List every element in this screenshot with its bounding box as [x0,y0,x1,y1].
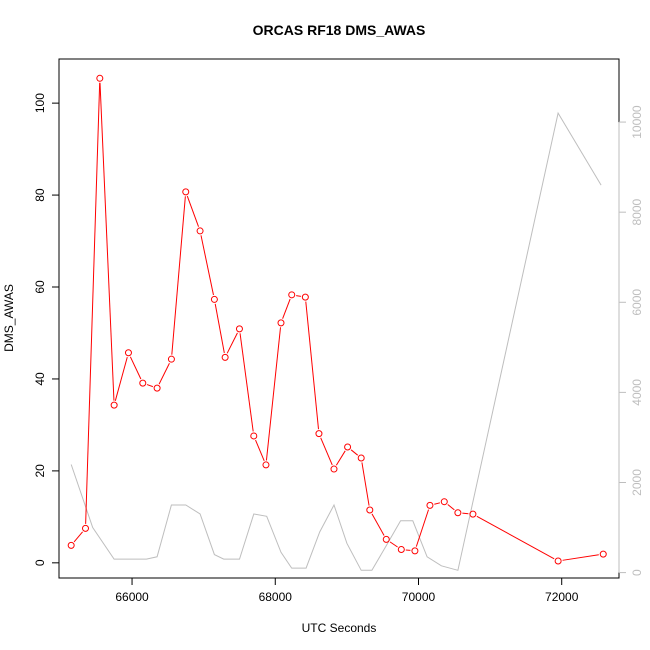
series-left-segment [305,301,320,430]
series-left-point [599,550,607,558]
series-left-segment [99,82,115,401]
series-left-point [301,293,309,301]
series-left-point [182,188,190,196]
y2-axis: 0 2000 4000 6000 8000 10000 [618,105,644,576]
series-left-point [288,291,296,299]
series-left-segment [265,327,282,461]
x-tick-label: 68000 [259,590,293,604]
series-left-segment [350,449,359,456]
y-tick-label: 80 [33,188,47,202]
series-left-segment [361,462,370,506]
y2-tick-label: 0 [630,569,644,576]
series-left-segment [85,82,101,524]
series-left-segment [389,541,398,548]
series-left-point [315,430,323,438]
series-left-point [277,319,285,327]
y2-tick-label: 10000 [630,105,644,139]
series-left-point [210,295,218,303]
y-tick-label: 40 [33,372,47,386]
series-left-point [67,541,75,549]
series-left-segment [186,195,199,227]
series-left-segment [447,504,455,511]
series-left-segment [226,332,238,354]
chart-title: ORCAS RF18 DMS_AWAS [253,22,426,38]
series-left-segment [320,437,333,466]
y-tick-label: 60 [33,280,47,294]
series-left-point [397,545,405,553]
series-left-point [124,349,132,357]
series-left-point [426,501,434,509]
series-right-axis [70,111,602,571]
x-tick-label: 72000 [545,590,579,604]
series-left-segment [562,554,599,561]
series-left-point [139,379,147,387]
series-left-point [153,384,161,392]
y-axis: 0 20 40 60 80 100 [33,93,60,566]
series-left-point [330,465,338,473]
y-axis-label: DMS_AWAS [2,284,16,352]
series-left-segment [335,450,346,466]
series-left-point [357,454,365,462]
y2-tick-label: 2000 [630,469,644,496]
y-tick-label: 20 [33,464,47,478]
series-left-point [235,325,243,333]
series-left-segment [129,356,142,380]
x-tick-label: 66000 [115,590,149,604]
series-left-point [366,506,374,514]
y-tick-label: 0 [33,559,47,566]
series-left-point [221,353,229,361]
plot-frame [58,58,620,579]
series-left-axis [67,74,607,565]
series-left-segment [415,509,430,547]
series-left-segment [296,295,301,297]
series-left-segment [73,531,83,543]
x-tick-label: 70000 [402,590,436,604]
series-right-line [70,111,602,571]
series-left-point [344,443,352,451]
series-left-point [262,461,270,469]
series-left-point [469,510,477,518]
x-axis-label: UTC Seconds [302,621,377,635]
series-left-point [96,74,104,82]
series-left-segment [371,513,385,536]
y2-tick-label: 6000 [630,289,644,316]
series-left-point [454,509,462,517]
series-left-segment [114,356,128,401]
series-left-point [167,355,175,363]
series-left-segment [214,303,225,354]
series-left-point [440,498,448,506]
series-left-segment [158,362,170,385]
series-left-segment [282,298,291,319]
y-tick-label: 100 [33,93,47,113]
y2-tick-label: 8000 [630,199,644,226]
series-left-point [250,432,258,440]
series-left-segment [239,333,254,432]
series-left-segment [146,384,154,388]
series-left-segment [255,439,265,461]
series-left-point [554,557,562,565]
series-left-segment [434,502,441,505]
x-axis: 66000 68000 70000 72000 [115,577,579,604]
series-left-segment [462,512,469,515]
series-left-point [110,401,118,409]
series-left-point [196,227,204,235]
series-left-segment [476,515,555,560]
series-left-point [81,524,89,532]
y2-tick-label: 4000 [630,379,644,406]
series-left-point [382,535,390,543]
series-left-segment [200,235,214,296]
series-left-point [411,547,419,555]
series-left-segment [171,196,186,355]
